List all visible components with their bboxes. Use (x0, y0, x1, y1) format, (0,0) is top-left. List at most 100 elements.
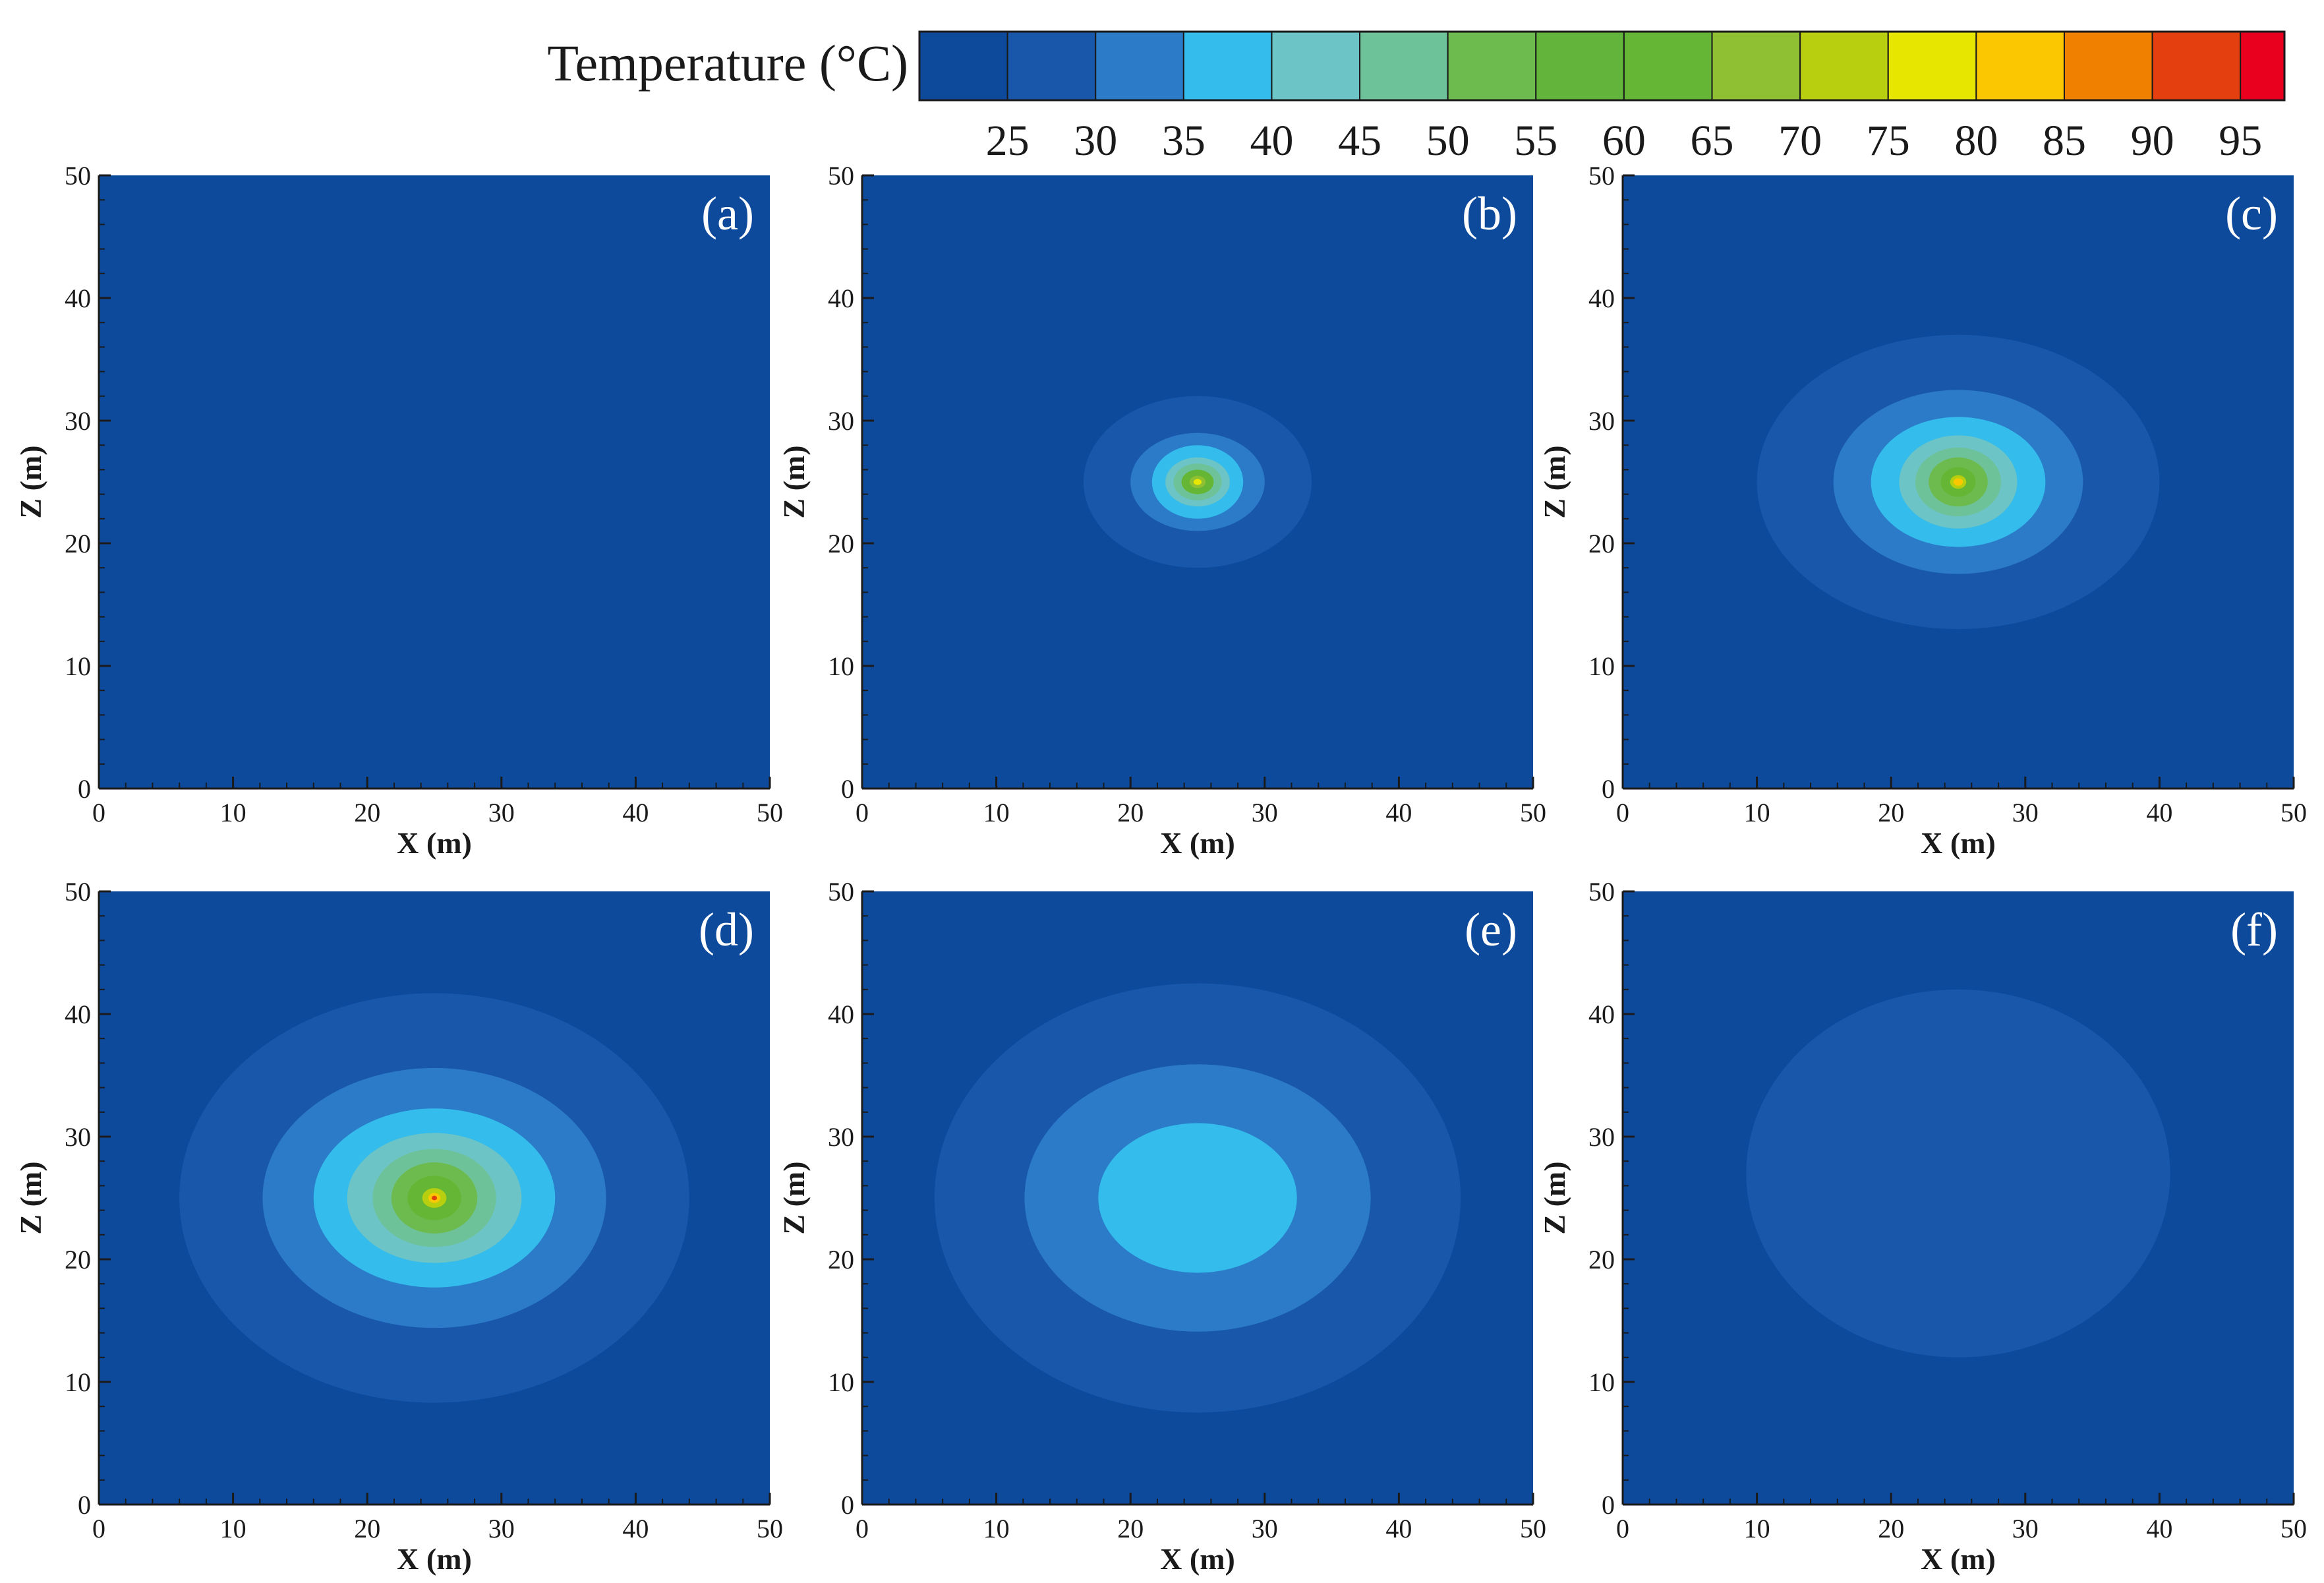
contour-group (1083, 396, 1312, 568)
colorbar-tick-label: 70 (1778, 117, 1822, 165)
x-tick-label: 0 (856, 798, 869, 827)
colorbar-tick-label: 80 (1954, 117, 1998, 165)
x-axis-label: X (m) (397, 826, 472, 860)
plot-background (99, 175, 770, 789)
y-tick-label: 20 (1588, 1245, 1615, 1274)
panel-d: 0 10 20 30 40 50 0 10 20 30 40 50 X (m) Z (m) (d) (14, 877, 783, 1576)
x-tick-label: 0 (856, 1514, 869, 1543)
y-tick-label: 0 (1602, 774, 1615, 804)
x-axis-label: X (m) (1160, 1542, 1235, 1576)
contour-group (1746, 989, 2170, 1358)
y-tick-label: 0 (78, 774, 91, 804)
y-axis-label: Z (m) (14, 1161, 47, 1234)
contour-band (1953, 478, 1963, 486)
y-tick-label: 50 (1588, 877, 1615, 907)
y-tick-label: 30 (65, 1122, 91, 1152)
colorbar-bin (1887, 31, 1977, 101)
panel-label: (c) (2225, 187, 2278, 240)
colorbar-tick-label: 30 (1074, 117, 1117, 165)
x-axis-label: X (m) (1921, 1542, 1996, 1576)
x-tick-label: 20 (1878, 1514, 1904, 1543)
x-tick-label: 50 (2280, 798, 2307, 827)
colorbar-tick-label: 40 (1250, 117, 1293, 165)
colorbar-bin (1447, 31, 1537, 101)
colorbar-bin (1006, 31, 1097, 101)
colorbar-tick-label: 50 (1426, 117, 1470, 165)
colorbar-bin (2063, 31, 2153, 101)
x-axis-label: X (m) (1921, 826, 1996, 860)
colorbar-bin (2240, 31, 2286, 101)
contour-band (1098, 1123, 1297, 1273)
x-tick-label: 40 (2146, 1514, 2172, 1543)
x-tick-label: 10 (220, 1514, 247, 1543)
x-tick-label: 50 (1520, 1514, 1546, 1543)
colorbar-tick-label: 55 (1514, 117, 1557, 165)
y-tick-label: 0 (841, 1490, 854, 1520)
y-tick-label: 20 (828, 1245, 854, 1274)
panel-label: (b) (1462, 187, 1517, 240)
y-tick-label: 10 (828, 1367, 854, 1397)
x-tick-label: 20 (354, 1514, 380, 1543)
x-axis-label: X (m) (1160, 826, 1235, 860)
x-axis-label: X (m) (397, 1542, 472, 1576)
y-axis-label: Z (m) (777, 1161, 811, 1234)
colorbar-bin (1095, 31, 1184, 101)
colorbar-bin (919, 31, 1008, 101)
x-tick-label: 50 (757, 1514, 783, 1543)
x-tick-label: 40 (1385, 1514, 1412, 1543)
y-tick-label: 40 (65, 1000, 91, 1029)
x-tick-label: 0 (92, 798, 105, 827)
colorbar-tick-label: 95 (2219, 117, 2262, 165)
colorbar-frame (918, 30, 2286, 102)
y-tick-label: 20 (1588, 529, 1615, 558)
y-tick-label: 40 (828, 1000, 854, 1029)
x-tick-label: 20 (1117, 798, 1144, 827)
colorbar-bin (1182, 31, 1273, 101)
x-tick-label: 50 (1520, 798, 1546, 827)
panel-c: 0 10 20 30 40 50 0 10 20 30 40 50 X (m) Z (m) (c) (1538, 161, 2307, 860)
y-tick-label: 40 (65, 284, 91, 313)
y-tick-label: 20 (828, 529, 854, 558)
colorbar-bin (1711, 31, 1801, 101)
colorbar-bin (1623, 31, 1713, 101)
panel-f: 0 10 20 30 40 50 0 10 20 30 40 50 X (m) Z (m) (f) (1538, 877, 2307, 1576)
y-tick-label: 0 (841, 774, 854, 804)
y-tick-label: 0 (78, 1490, 91, 1520)
x-tick-label: 10 (1744, 798, 1770, 827)
x-tick-label: 50 (757, 798, 783, 827)
y-tick-label: 50 (828, 877, 854, 907)
colorbar-bin (1271, 31, 1361, 101)
x-tick-label: 40 (1385, 798, 1412, 827)
panel-b: 0 10 20 30 40 50 0 10 20 30 40 50 X (m) Z (m) (b) (777, 161, 1546, 860)
y-tick-label: 30 (828, 1122, 854, 1152)
colorbar-tick-label: 85 (2043, 117, 2086, 165)
x-tick-label: 50 (2280, 1514, 2307, 1543)
y-tick-label: 20 (65, 1245, 91, 1274)
y-tick-label: 50 (828, 161, 854, 191)
y-tick-label: 30 (65, 406, 91, 436)
y-axis-label: Z (m) (1538, 1161, 1571, 1234)
contour-band (1193, 479, 1202, 485)
colorbar-tick-label: 45 (1338, 117, 1381, 165)
x-tick-label: 40 (622, 798, 649, 827)
colorbar-tick-label: 35 (1162, 117, 1206, 165)
contour-band (1746, 989, 2170, 1358)
y-tick-label: 10 (1588, 1367, 1615, 1397)
y-tick-label: 10 (828, 651, 854, 681)
x-tick-label: 30 (1252, 798, 1278, 827)
x-tick-label: 30 (488, 798, 515, 827)
y-tick-label: 30 (1588, 406, 1615, 436)
colorbar-title: Temperature (°C) (547, 34, 908, 92)
colorbar-tick-label: 75 (1867, 117, 1910, 165)
x-tick-label: 20 (1117, 1514, 1144, 1543)
y-tick-label: 10 (1588, 651, 1615, 681)
x-tick-label: 30 (488, 1514, 515, 1543)
x-tick-label: 10 (983, 798, 1010, 827)
x-tick-label: 30 (2012, 798, 2039, 827)
x-tick-label: 0 (92, 1514, 105, 1543)
y-tick-label: 10 (65, 1367, 91, 1397)
panel-e: 0 10 20 30 40 50 0 10 20 30 40 50 X (m) Z (m) (e) (777, 877, 1546, 1576)
panel-a: 0 10 20 30 40 50 0 10 20 30 40 50 X (m) Z (m) (a) (14, 161, 783, 860)
